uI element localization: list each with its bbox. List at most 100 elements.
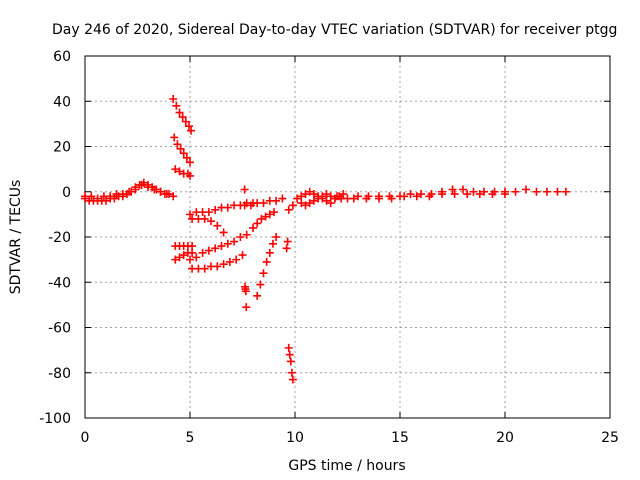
data-point — [480, 187, 488, 196]
data-point — [450, 190, 459, 199]
data-point — [171, 255, 180, 264]
data-point — [223, 239, 232, 248]
y-tick-label: -40 — [48, 275, 71, 291]
x-tick-label: 0 — [81, 430, 90, 446]
data-point — [265, 248, 274, 257]
tick-labels: 0 5 10 15 20 25 -100 -80 -60 -40 -20 0 20 40 60 — [39, 49, 619, 446]
data-point — [175, 253, 184, 262]
data-point — [501, 190, 509, 199]
data-point — [242, 303, 251, 312]
data-point — [425, 192, 434, 201]
data-point — [249, 223, 257, 232]
data-point — [288, 201, 297, 210]
data-point — [240, 185, 249, 194]
data-point — [182, 153, 191, 162]
data-point — [301, 201, 310, 210]
data-point — [283, 237, 292, 246]
data-point — [522, 185, 530, 194]
data-point — [406, 190, 415, 199]
data-point — [162, 190, 171, 199]
data-point — [236, 233, 245, 241]
data-point — [256, 280, 265, 289]
data-point — [230, 237, 239, 246]
data-point — [171, 165, 180, 174]
x-axis-label: GPS time / hours — [288, 458, 405, 474]
data-point — [188, 242, 197, 251]
data-point — [188, 248, 197, 257]
data-point — [469, 187, 478, 196]
data-point — [173, 140, 182, 149]
data-point — [272, 233, 281, 241]
data-point — [261, 212, 270, 221]
data-point — [417, 190, 425, 199]
data-point — [186, 158, 194, 167]
x-tick-label: 20 — [496, 430, 514, 446]
data-point — [354, 192, 362, 201]
y-tick-label: 0 — [62, 185, 71, 201]
data-point — [309, 196, 318, 205]
data-point — [259, 199, 268, 208]
data-point — [297, 192, 306, 201]
data-point — [475, 190, 484, 199]
data-point — [170, 133, 179, 142]
data-point — [186, 171, 194, 180]
data-point — [297, 199, 306, 208]
y-tick-label: 40 — [53, 94, 71, 110]
x-tick-label: 10 — [286, 430, 304, 446]
data-point — [326, 199, 335, 208]
data-point — [278, 194, 287, 203]
data-point — [219, 260, 228, 269]
data-point — [207, 217, 215, 226]
data-point — [172, 101, 181, 110]
data-point — [204, 246, 213, 255]
data-point — [150, 185, 159, 194]
data-point — [253, 291, 262, 300]
data-point — [106, 192, 115, 201]
data-point — [286, 357, 295, 366]
data-point — [186, 210, 194, 219]
y-tick-label: -20 — [48, 230, 71, 246]
data-point — [511, 187, 520, 196]
data-point — [400, 192, 409, 201]
data-point — [339, 190, 348, 199]
y-tick-label: 60 — [53, 49, 71, 65]
data-point — [213, 262, 222, 271]
data-point — [131, 183, 140, 192]
data-point — [102, 196, 110, 205]
data-point — [241, 287, 250, 296]
data-points — [81, 94, 570, 384]
data-point — [284, 205, 293, 214]
data-point — [156, 187, 165, 196]
x-tick-label: 5 — [186, 430, 195, 446]
data-point — [387, 194, 396, 203]
data-point — [118, 190, 127, 199]
y-axis-label: SDTVAR / TECUs — [8, 180, 24, 295]
data-point — [288, 375, 297, 384]
data-point — [213, 221, 222, 230]
data-point — [184, 122, 193, 131]
data-point — [284, 343, 293, 352]
data-point — [179, 251, 188, 260]
data-point — [268, 239, 277, 248]
data-point — [309, 190, 318, 199]
axis-ticks — [84, 55, 611, 419]
data-point — [211, 205, 220, 214]
data-point — [186, 255, 194, 264]
data-point — [176, 144, 185, 153]
data-point — [305, 187, 314, 196]
data-point — [125, 187, 134, 196]
data-point — [175, 108, 184, 117]
data-point — [169, 192, 178, 201]
data-point — [412, 192, 421, 201]
y-tick-label: 20 — [53, 140, 71, 156]
data-point — [532, 187, 541, 196]
data-point — [93, 194, 102, 203]
data-point — [322, 196, 331, 205]
data-point — [375, 194, 383, 203]
data-point — [265, 210, 274, 219]
data-point — [287, 368, 296, 377]
data-point — [314, 192, 323, 201]
x-tick-label: 25 — [601, 430, 619, 446]
data-point — [337, 194, 346, 203]
